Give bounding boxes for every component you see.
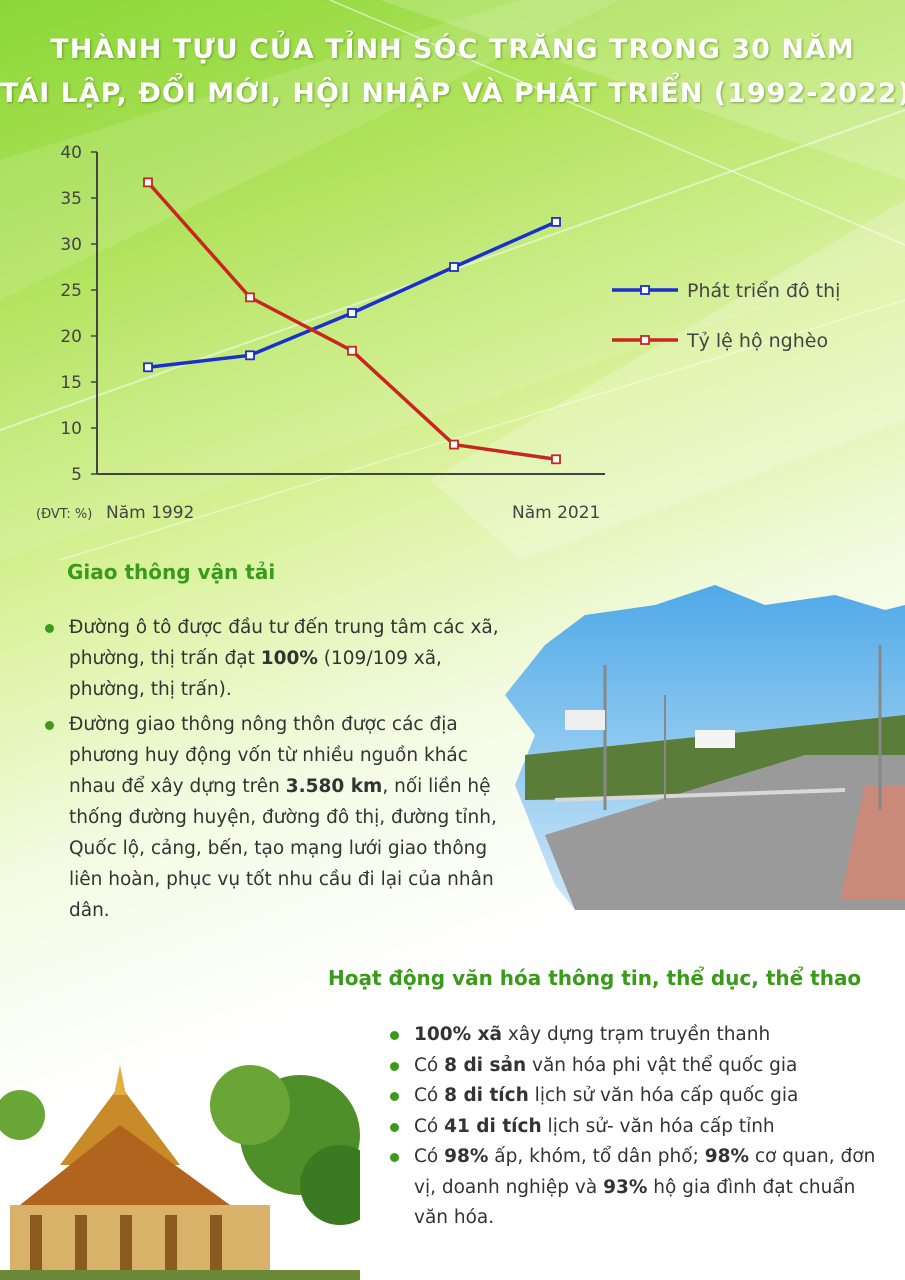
list-item: Đường giao thông nông thôn được các địa … — [45, 709, 515, 926]
list-text: Có — [414, 1115, 445, 1137]
data-point — [449, 439, 459, 450]
y-axis-ticks: 40 35 30 25 20 15 10 5 — [60, 143, 97, 485]
legend-label: Tỷ lệ hộ nghèo — [686, 330, 828, 352]
highlight-text: 98% — [704, 1146, 749, 1167]
list-item: Có 8 di sản văn hóa phi vật thể quốc gia — [390, 1051, 880, 1082]
highlight-text: 3.580 km — [285, 776, 383, 797]
legend-marker — [640, 285, 650, 295]
list-item: Có 98% ấp, khóm, tổ dân phố; 98% cơ quan… — [390, 1142, 880, 1234]
title-line-2: TÁI LẬP, ĐỔI MỚI, HỘI NHẬP VÀ PHÁT TRIỂN… — [0, 78, 905, 109]
data-point — [245, 292, 255, 303]
list-text: lịch sử văn hóa cấp quốc gia — [528, 1085, 799, 1106]
list-text: Đường giao thông nông thôn được các địa … — [69, 714, 468, 797]
list-item: Có 8 di tích lịch sử văn hóa cấp quốc gi… — [390, 1081, 880, 1112]
list-text: ấp, khóm, tổ dân phố; — [488, 1146, 705, 1167]
highlight-text: 8 di sản — [444, 1054, 527, 1076]
culture-list: 100% xã xây dựng trạm truyền thanh Có 8 d… — [390, 1020, 880, 1234]
data-point — [245, 350, 255, 361]
highlight-text: 93% — [603, 1176, 648, 1198]
line-chart: 40 35 30 25 20 15 10 5 (ĐVT: %) Năm 1992 Năm 20… — [36, 143, 840, 523]
list-text: văn hóa phi vật thể quốc gia — [526, 1054, 798, 1076]
list-text: Có — [414, 1146, 445, 1167]
highlight-text: 41 di tích — [444, 1115, 542, 1137]
y-tick-label: 15 — [60, 373, 82, 393]
highlight-text: 100% xã — [414, 1024, 503, 1045]
data-point — [551, 454, 561, 465]
data-point — [143, 362, 153, 373]
highlight-text: 8 di tích — [444, 1085, 529, 1106]
list-text: Có — [414, 1054, 445, 1076]
data-point — [143, 177, 153, 188]
list-item: 100% xã xây dựng trạm truyền thanh — [390, 1020, 880, 1051]
data-point — [551, 217, 561, 227]
title-line-1: THÀNH TỰU CỦA TỈNH SÓC TRĂNG TRONG 30 NĂ… — [50, 34, 855, 65]
series-layer — [143, 177, 561, 465]
data-point — [347, 308, 357, 318]
y-tick-label: 20 — [60, 327, 82, 347]
list-text: , nối liền hệ thống đường huyện, đường đ… — [69, 776, 497, 921]
list-text: (109/109 xã, phường, thị trấn). — [69, 648, 442, 700]
list-item: Có 41 di tích lịch sử- văn hóa cấp tỉnh — [390, 1112, 880, 1143]
y-tick-label: 25 — [60, 281, 82, 301]
y-tick-label: 10 — [60, 419, 82, 439]
highlight-text: 100% — [260, 648, 318, 669]
section-title-culture: Hoạt động văn hóa thông tin, thể dục, th… — [328, 966, 862, 990]
x-start-label: Năm 1992 — [106, 503, 194, 523]
section-title-transport: Giao thông vận tải — [67, 560, 276, 584]
highlight-text: 98% — [444, 1146, 489, 1167]
page-title: THÀNH TỰU CỦA TỈNH SÓC TRĂNG TRONG 30 NĂ… — [0, 28, 905, 116]
legend-label: Phát triển đô thị — [687, 280, 840, 302]
x-end-label: Năm 2021 — [512, 503, 600, 523]
list-text: xây dựng trạm truyền thanh — [502, 1024, 771, 1045]
data-point — [347, 345, 357, 356]
list-text: lịch sử- văn hóa cấp tỉnh — [541, 1115, 775, 1137]
list-text: hộ gia đình đạt chuẩn văn hóa. — [414, 1176, 856, 1229]
y-tick-label: 40 — [60, 143, 82, 163]
list-text: cơ quan, đơn vị, doanh nghiệp và — [414, 1146, 876, 1198]
y-tick-label: 30 — [60, 235, 82, 255]
series-line-2 — [146, 181, 557, 462]
road-photo — [505, 585, 905, 910]
chart-legend: Phát triển đô thị Tỷ lệ hộ nghèo — [612, 280, 840, 352]
unit-label: (ĐVT: %) — [36, 507, 92, 522]
y-tick-label: 5 — [71, 465, 82, 485]
y-tick-label: 35 — [60, 189, 82, 209]
series-line-1 — [147, 220, 557, 370]
list-text: Đường ô tô được đầu tư đến trung tâm các… — [69, 617, 499, 669]
list-item: Đường ô tô được đầu tư đến trung tâm các… — [45, 612, 515, 705]
list-text: Có — [414, 1085, 445, 1106]
data-point — [449, 262, 459, 272]
legend-marker — [640, 335, 650, 345]
khmer-pagoda-photo — [0, 1065, 360, 1280]
transport-list: Đường ô tô được đầu tư đến trung tâm các… — [45, 612, 515, 930]
